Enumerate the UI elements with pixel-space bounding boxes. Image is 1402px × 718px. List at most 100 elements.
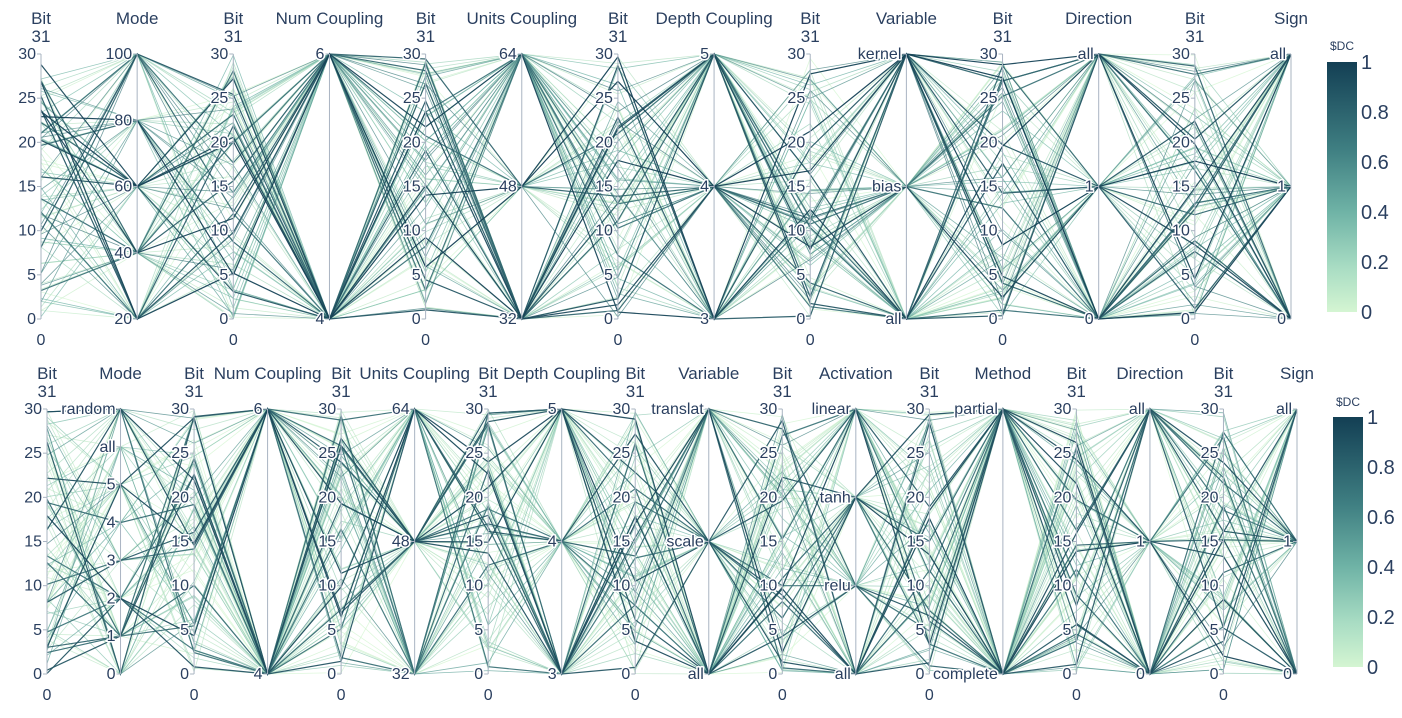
tick-label-halo: 10 xyxy=(211,223,229,240)
record-line xyxy=(40,52,1292,277)
tick-label: 25 xyxy=(980,90,998,107)
axis-range-label: 0 xyxy=(778,687,787,704)
tick-label-halo: 5 xyxy=(107,477,116,494)
tick-label-halo: 15 xyxy=(171,534,189,551)
record-line xyxy=(46,408,1298,676)
tick-label-halo: all xyxy=(1078,46,1094,63)
tick-label: all xyxy=(688,666,704,683)
axis-title-line2: 31 xyxy=(801,27,820,46)
axis-range-label: 0 xyxy=(613,332,622,349)
tick-label: 30 xyxy=(318,401,336,418)
tick-label-halo: 4 xyxy=(254,666,263,683)
tick-label-halo: 10 xyxy=(595,223,613,240)
tick-label-halo: 0 xyxy=(180,666,189,683)
axis-title-line2: 31 xyxy=(38,382,57,401)
tick-label: 15 xyxy=(980,179,998,196)
axis-title: Variable xyxy=(876,9,937,28)
tick-label: 20 xyxy=(1172,134,1190,151)
record-line xyxy=(40,52,1292,321)
tick-label: 15 xyxy=(612,534,630,551)
record-lines xyxy=(40,52,1292,321)
tick-label-halo: 20 xyxy=(318,489,336,506)
tick-label: 15 xyxy=(907,534,925,551)
tick-label: 4 xyxy=(254,666,263,683)
tick-label: 5 xyxy=(474,622,483,639)
tick-label: 10 xyxy=(759,578,777,595)
tick-label-halo: 15 xyxy=(24,534,42,551)
colorbar-gradient xyxy=(1333,417,1363,667)
tick-label-halo: all xyxy=(885,311,901,328)
record-line xyxy=(40,53,1292,320)
axis-title: Sign xyxy=(1280,364,1314,383)
tick-label: 4 xyxy=(316,311,325,328)
axis-range-label: 0 xyxy=(43,687,52,704)
record-line xyxy=(40,52,1292,320)
record-line xyxy=(40,53,1292,320)
tick-label: 10 xyxy=(1201,578,1219,595)
tick-label: 0 xyxy=(27,311,36,328)
tick-label-halo: 10 xyxy=(318,578,336,595)
axis-title: Bit xyxy=(1066,364,1086,383)
tick-label-halo: 20 xyxy=(980,134,998,151)
axis-title: Bit xyxy=(1214,364,1234,383)
tick-label-halo: all xyxy=(835,666,851,683)
tick-label-halo: 80 xyxy=(114,112,132,129)
axis-activation[interactable]: Activationlinearlineartanhtanhrelurelual… xyxy=(810,364,893,685)
axis-title: Bit xyxy=(37,364,57,383)
tick-label: 30 xyxy=(24,401,42,418)
tick-label-halo: translat xyxy=(651,401,704,418)
axis-title: Sign xyxy=(1274,9,1308,28)
axis-range-label: 0 xyxy=(337,687,346,704)
colorbar-tick-label: 0.8 xyxy=(1361,102,1389,124)
tick-label-halo: 10 xyxy=(980,223,998,240)
axis-range-label: 0 xyxy=(806,332,815,349)
tick-label: 20 xyxy=(907,489,925,506)
tick-label: partial xyxy=(954,401,998,418)
tick-label: all xyxy=(1078,46,1094,63)
tick-label: 15 xyxy=(18,179,36,196)
tick-label: 0 xyxy=(1063,666,1072,683)
colorbar-title: $DC xyxy=(1330,39,1354,53)
tick-label: 0 xyxy=(768,666,777,683)
axis-range-label: 0 xyxy=(37,332,46,349)
tick-label: 1 xyxy=(107,628,116,645)
tick-label-halo: 6 xyxy=(254,401,263,418)
tick-label: 0 xyxy=(1210,666,1219,683)
tick-label-halo: 10 xyxy=(18,223,36,240)
tick-label: 5 xyxy=(1181,267,1190,284)
tick-label: 15 xyxy=(24,534,42,551)
